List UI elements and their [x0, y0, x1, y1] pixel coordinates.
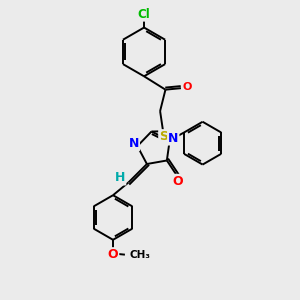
Text: O: O — [183, 82, 192, 92]
Text: S: S — [159, 130, 168, 143]
Text: H: H — [115, 172, 125, 184]
Text: N: N — [168, 131, 178, 145]
Text: N: N — [129, 137, 139, 150]
Text: O: O — [172, 175, 183, 188]
Text: O: O — [108, 248, 118, 261]
Text: Cl: Cl — [138, 8, 150, 21]
Text: CH₃: CH₃ — [130, 250, 151, 260]
